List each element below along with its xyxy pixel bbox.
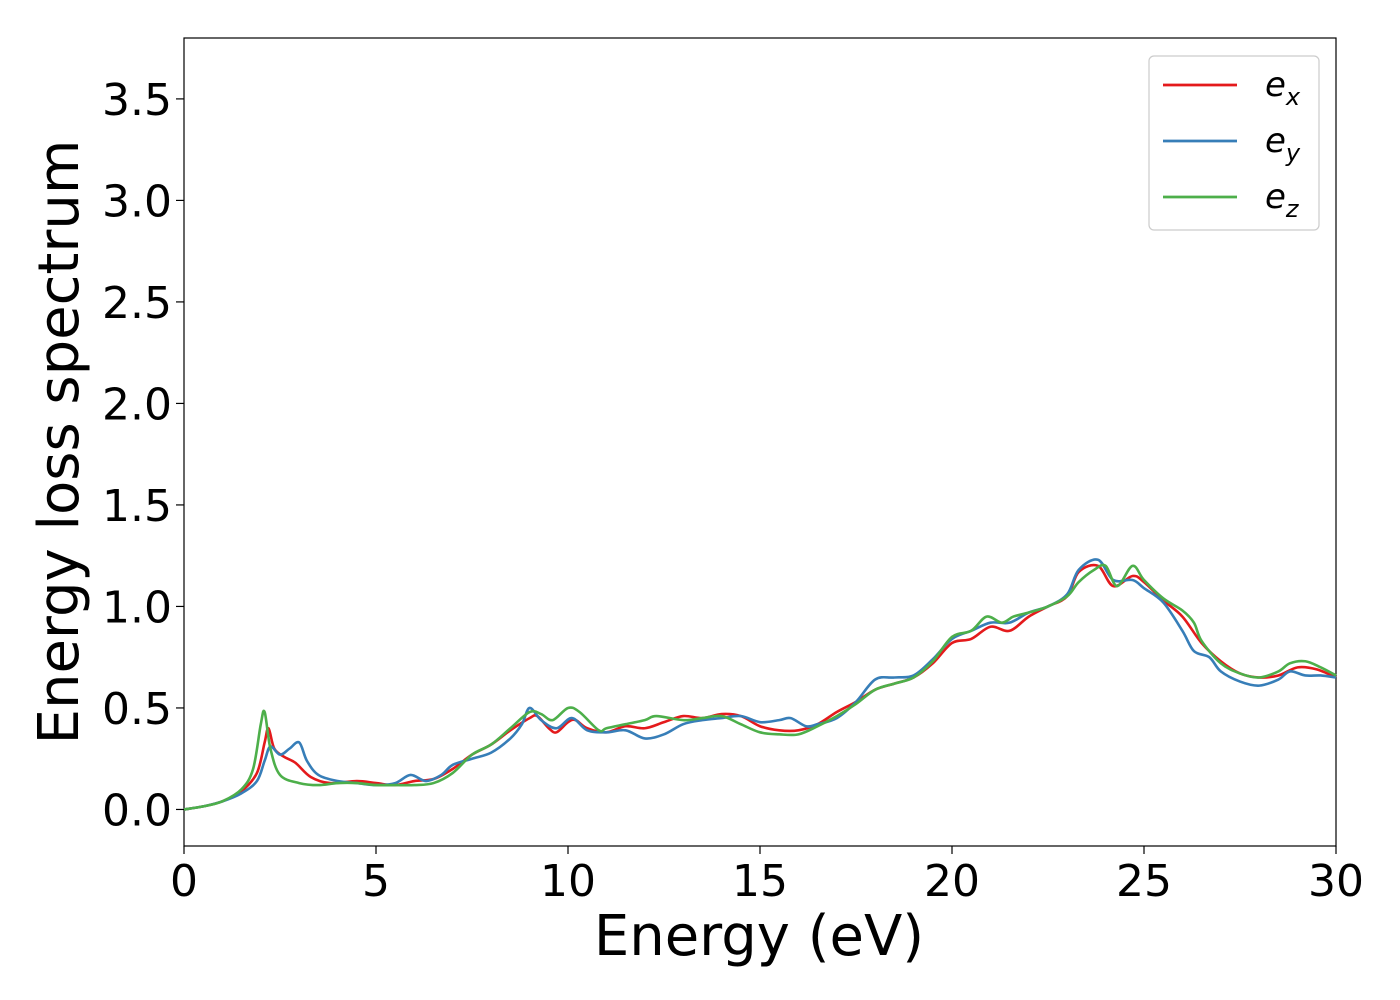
series-line-y [183,558,1337,811]
y-axis-label: Energy loss spectrum [27,140,92,745]
y-tick-label: 3.0 [102,176,172,227]
y-axis-ticks: 0.0 0.5 1.0 1.5 2.0 2.5 3.0 3.5 [102,75,184,836]
legend: ex ey ez [1148,55,1320,231]
legend-label-z: ez [1265,177,1300,223]
x-axis-ticks: 0 5 10 15 20 25 30 [170,846,1364,907]
x-tick-label: 30 [1308,856,1364,907]
y-tick-label: 1.5 [102,481,172,532]
x-tick-label: 25 [1116,856,1172,907]
legend-label-x: ex [1265,65,1301,111]
y-tick-label: 2.5 [102,278,172,329]
legend-box [1148,55,1320,231]
y-tick-label: 0.0 [102,785,172,836]
y-tick-label: 0.5 [102,684,172,735]
series-lines [183,558,1337,811]
y-tick-label: 1.0 [102,582,172,633]
x-axis-label: Energy (eV) [594,904,924,969]
legend-label-y: ey [1265,121,1301,167]
y-tick-label: 2.0 [102,379,172,430]
x-tick-label: 10 [540,856,596,907]
series-line-z [183,563,1337,811]
x-tick-label: 15 [732,856,788,907]
x-tick-label: 0 [170,856,198,907]
x-tick-label: 20 [924,856,980,907]
y-tick-label: 3.5 [102,75,172,126]
x-tick-label: 5 [362,856,390,907]
